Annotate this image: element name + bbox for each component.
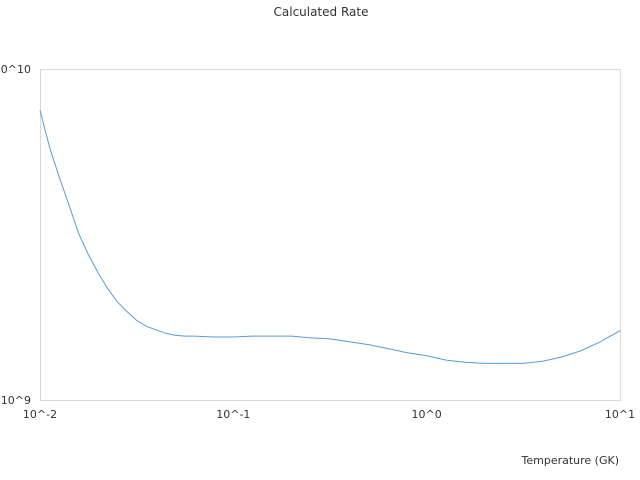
y-tick-label: 10^9 (1, 394, 31, 407)
plot-area (40, 69, 621, 401)
x-tick-label: 10^-1 (216, 408, 250, 421)
x-tick-label: 10^-2 (23, 408, 57, 421)
x-axis-ticks: 10^-2 10^-1 10^0 10^1 (23, 408, 635, 421)
chart-title: Calculated Rate (274, 5, 369, 19)
y-axis-ticks: 10^9 0^10 (1, 63, 31, 407)
x-axis-label: Temperature (GK) (521, 454, 620, 467)
x-tick-label: 10^1 (605, 408, 635, 421)
y-tick-label: 0^10 (1, 63, 31, 76)
rate-series-line (39, 110, 621, 364)
x-tick-label: 10^0 (412, 408, 442, 421)
